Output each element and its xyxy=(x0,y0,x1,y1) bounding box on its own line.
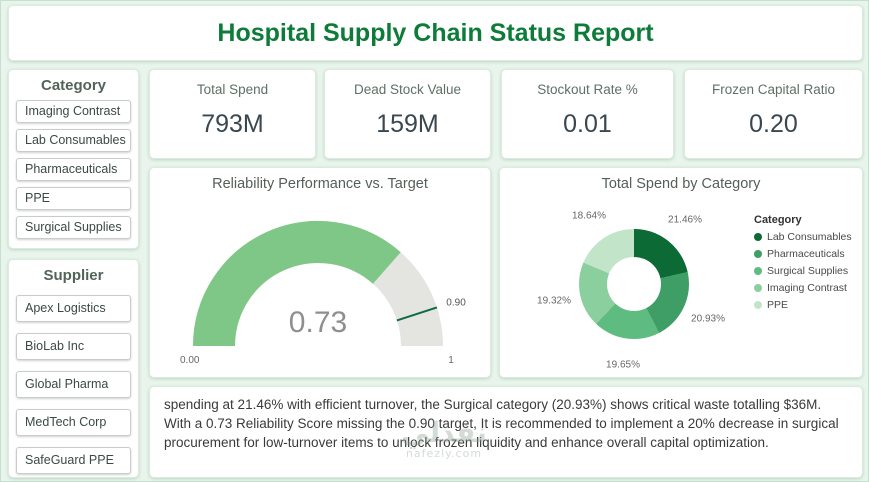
legend-color-dot xyxy=(754,284,762,292)
slicer-item-ppe[interactable]: PPE xyxy=(16,187,131,210)
donut-title: Total Spend by Category xyxy=(601,176,761,192)
legend-entry-label: Surgical Supplies xyxy=(767,265,849,277)
slicer-item-global-pharma[interactable]: Global Pharma xyxy=(16,371,131,398)
kpi-label: Frozen Capital Ratio xyxy=(711,82,836,97)
donut-slice-label: 19.32% xyxy=(537,295,571,307)
legend-entry[interactable]: Surgical Supplies xyxy=(754,265,860,277)
svg-text:0.90: 0.90 xyxy=(446,298,466,309)
kpi-dead-stock-value: Dead Stock Value 159M xyxy=(324,69,491,159)
category-slicer: Category Imaging Contrast Lab Consumable… xyxy=(8,69,139,249)
category-slicer-header: Category xyxy=(40,77,107,94)
legend-entry-label: PPE xyxy=(767,299,789,311)
legend-title: Category xyxy=(754,214,802,226)
supplier-slicer: Supplier Apex Logistics BioLab Inc Globa… xyxy=(8,259,139,478)
kpi-label: Stockout Rate % xyxy=(537,82,638,97)
kpi-label: Dead Stock Value xyxy=(353,82,462,97)
legend-entry[interactable]: Pharmaceuticals xyxy=(754,248,860,260)
kpi-value: 793M xyxy=(201,110,264,138)
spend-by-category-card: Total Spend by Category 21.46% 20.93% 19.6… xyxy=(499,167,863,378)
reliability-gauge[interactable]: 0.73 0.00 1 0.90 xyxy=(150,168,492,377)
slicer-item-pharmaceuticals[interactable]: Pharmaceuticals xyxy=(16,158,131,181)
kpi-value: 0.20 xyxy=(749,110,798,138)
kpi-value: 0.01 xyxy=(563,110,612,138)
gauge-title: Reliability Performance vs. Target xyxy=(212,176,428,192)
kpi-label: Total Spend xyxy=(196,82,269,97)
legend-entry-label: Lab Consumables xyxy=(767,231,852,243)
reliability-gauge-card: Reliability Performance vs. Target 0.73 0… xyxy=(149,167,491,378)
slicer-item-imaging-contrast[interactable]: Imaging Contrast xyxy=(16,100,131,123)
kpi-frozen-capital-ratio: Frozen Capital Ratio 0.20 xyxy=(684,69,863,159)
spend-donut-chart[interactable]: 21.46% 20.93% 19.65% 19.32% 18.64% xyxy=(500,168,768,379)
svg-text:0.73: 0.73 xyxy=(289,306,347,339)
legend-entry[interactable]: Lab Consumables xyxy=(754,231,860,243)
donut-slice-label: 20.93% xyxy=(691,313,725,325)
supplier-slicer-header: Supplier xyxy=(43,267,104,284)
kpi-value: 159M xyxy=(376,110,439,138)
legend-color-dot xyxy=(754,267,762,275)
donut-legend: Category Lab Consumables Pharmaceuticals S… xyxy=(754,214,860,316)
donut-slice-label: 18.64% xyxy=(572,210,606,222)
svg-text:1: 1 xyxy=(448,355,454,366)
slicer-item-lab-consumables[interactable]: Lab Consumables xyxy=(16,129,131,152)
narrative-text: spending at 21.46% with efficient turnov… xyxy=(164,397,839,451)
legend-color-dot xyxy=(754,250,762,258)
slicer-item-surgical-supplies[interactable]: Surgical Supplies xyxy=(16,216,131,239)
page-title: Hospital Supply Chain Status Report xyxy=(217,19,654,47)
donut-legend-entries: Lab Consumables Pharmaceuticals Surgical S… xyxy=(754,231,860,311)
kpi-total-spend: Total Spend 793M xyxy=(149,69,316,159)
legend-entry[interactable]: Imaging Contrast xyxy=(754,282,860,294)
donut-slice-label: 19.65% xyxy=(606,359,640,371)
donut-slice-label: 21.46% xyxy=(668,214,702,226)
slicer-item-apex-logistics[interactable]: Apex Logistics xyxy=(16,295,131,322)
slicer-item-medtech-corp[interactable]: MedTech Corp xyxy=(16,409,131,436)
legend-color-dot xyxy=(754,233,762,241)
slicer-item-biolab-inc[interactable]: BioLab Inc xyxy=(16,333,131,360)
slicer-item-safeguard-ppe[interactable]: SafeGuard PPE xyxy=(16,447,131,474)
legend-color-dot xyxy=(754,301,762,309)
donut-ring[interactable] xyxy=(579,229,689,339)
legend-entry-label: Pharmaceuticals xyxy=(767,248,845,260)
report-header: Hospital Supply Chain Status Report xyxy=(8,5,863,61)
svg-text:0.00: 0.00 xyxy=(180,355,200,366)
kpi-stockout-rate: Stockout Rate % 0.01 xyxy=(501,69,674,159)
legend-entry[interactable]: PPE xyxy=(754,299,860,311)
narrative-summary: spending at 21.46% with efficient turnov… xyxy=(149,386,863,478)
legend-entry-label: Imaging Contrast xyxy=(767,282,847,294)
